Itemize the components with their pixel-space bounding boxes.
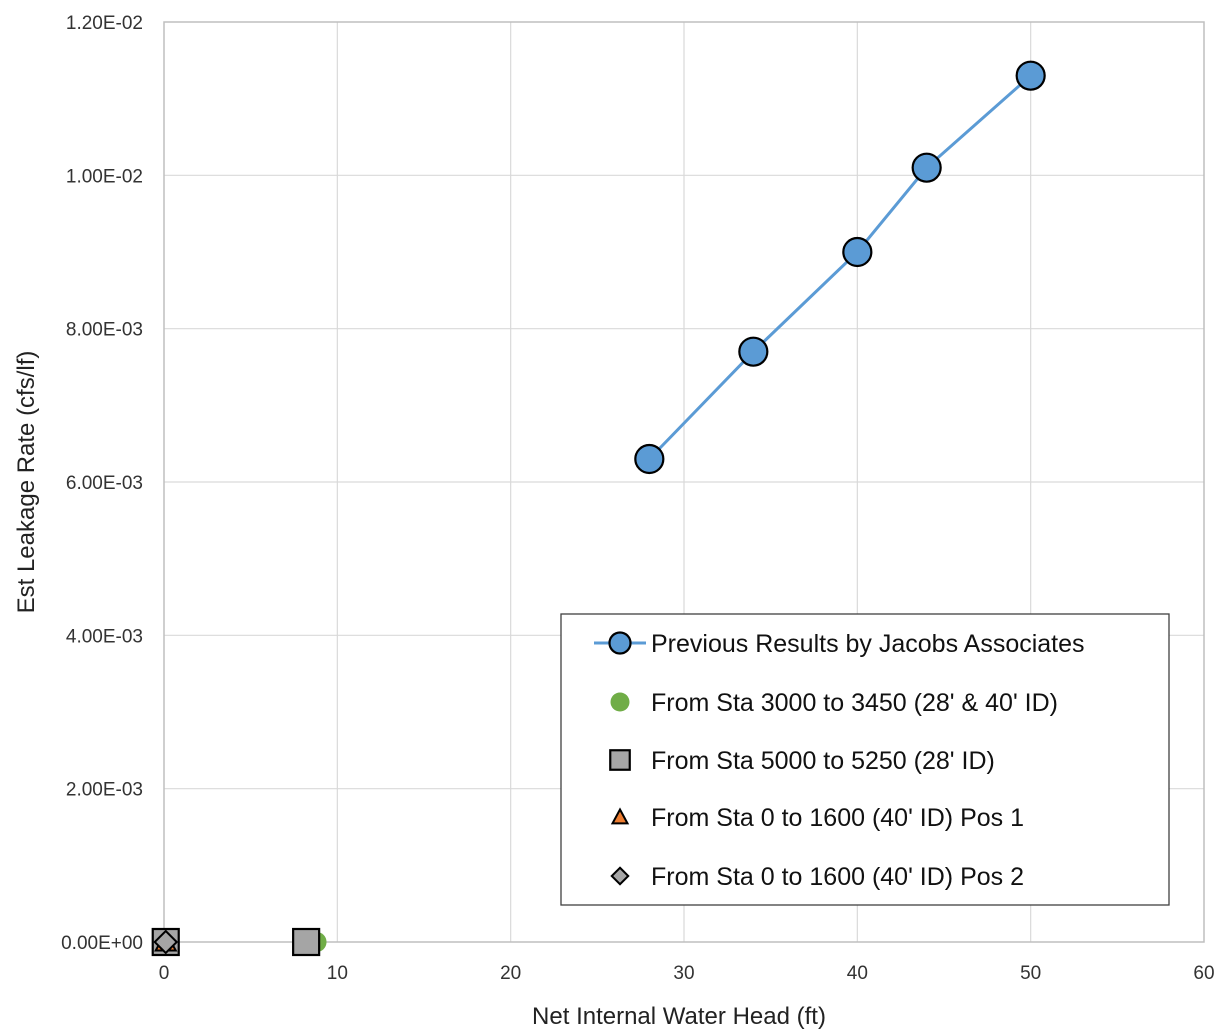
plot-area (163, 21, 1205, 943)
series-circle (634, 60, 1046, 475)
y-tick-label: 8.00E-03 (66, 320, 143, 341)
diamond-marker (153, 929, 179, 955)
triangle-marker (610, 807, 630, 825)
y-tick-label: 1.00E-02 (66, 166, 143, 187)
circle-marker (842, 236, 873, 268)
x-axis-title: Net Internal Water Head (ft) (532, 1003, 826, 1030)
x-tick-label: 0 (159, 963, 170, 984)
legend-label: From Sta 0 to 1600 (40' ID) Pos 2 (651, 863, 1024, 891)
dot-marker (610, 692, 630, 712)
y-tick-label: 6.00E-03 (66, 473, 143, 494)
circle-marker (911, 152, 942, 183)
circle-marker (1015, 60, 1046, 91)
square-marker (292, 927, 321, 957)
legend-label: Previous Results by Jacobs Associates (651, 630, 1085, 658)
legend-label: From Sta 5000 to 5250 (28' ID) (651, 747, 995, 775)
x-tick-label: 50 (1020, 963, 1041, 984)
x-tick-label: 10 (327, 963, 348, 984)
series-line (648, 74, 1032, 461)
y-tick-label: 0.00E+00 (61, 933, 143, 954)
x-tick-label: 30 (673, 963, 694, 984)
legend: Previous Results by Jacobs Associates Fro… (560, 613, 1170, 906)
circle-marker (738, 336, 769, 367)
x-tick-label: 40 (847, 963, 868, 984)
x-tick-label: 20 (500, 963, 521, 984)
circle-marker (634, 443, 665, 475)
legend-label: From Sta 3000 to 3450 (28' & 40' ID) (651, 689, 1058, 717)
series-layer (151, 60, 1046, 957)
tick-labels: 0 10 20 30 40 50 60 0.00E+00 2.00E-03 4.00E-03 6.0… (61, 13, 1214, 984)
legend-label: From Sta 0 to 1600 (40' ID) Pos 1 (651, 804, 1024, 832)
y-axis-title: Est Leakage Rate (cfs/lf) (13, 351, 40, 614)
series-diamond (153, 929, 179, 955)
y-tick-label: 4.00E-03 (66, 626, 143, 647)
y-tick-label: 1.20E-02 (66, 13, 143, 34)
diamond-marker (610, 866, 630, 886)
circle-marker (608, 631, 632, 655)
legend-box (560, 613, 1170, 906)
square-marker (609, 749, 631, 771)
x-tick-label: 60 (1193, 963, 1214, 984)
y-tick-label: 2.00E-03 (66, 780, 143, 801)
